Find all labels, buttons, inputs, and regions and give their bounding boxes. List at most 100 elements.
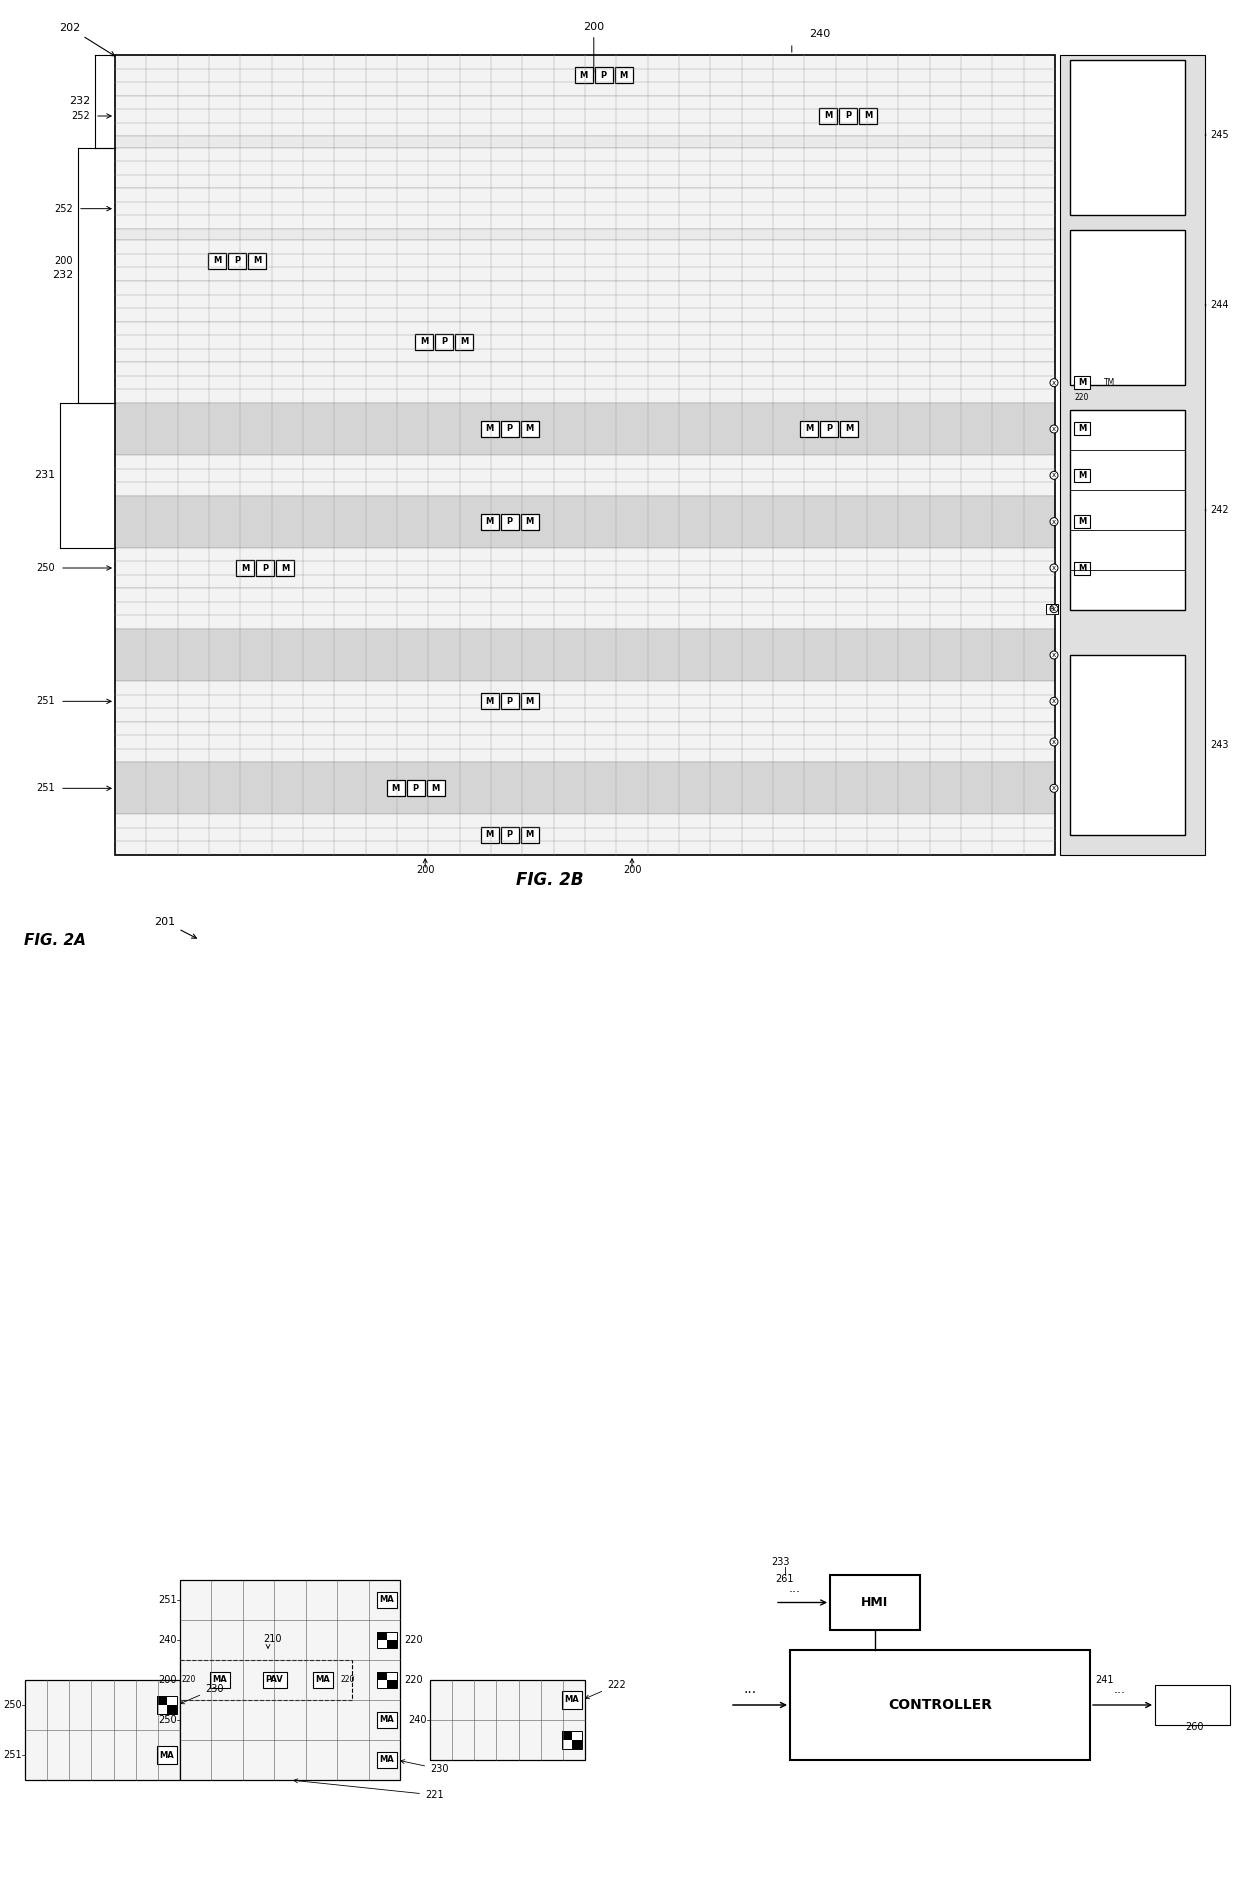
Circle shape — [1050, 651, 1058, 658]
Text: 251: 251 — [159, 1595, 177, 1604]
Bar — [427, 780, 445, 795]
Bar — [115, 403, 1055, 455]
Text: M: M — [486, 424, 494, 434]
Circle shape — [1050, 784, 1058, 792]
Bar — [481, 826, 498, 843]
Text: 252: 252 — [55, 204, 73, 213]
Bar — [115, 814, 1055, 854]
Text: M: M — [825, 112, 832, 120]
Bar — [1074, 377, 1090, 388]
Bar — [572, 1739, 582, 1749]
Bar — [407, 780, 425, 795]
Text: 252: 252 — [71, 110, 91, 122]
Text: 240: 240 — [408, 1715, 427, 1724]
Text: 261: 261 — [775, 1574, 794, 1585]
Text: R: R — [1049, 605, 1054, 611]
Bar — [115, 322, 1055, 362]
Circle shape — [1050, 605, 1058, 613]
Text: P: P — [507, 518, 513, 525]
Text: x: x — [1052, 786, 1056, 792]
Bar — [1070, 61, 1185, 215]
Bar — [521, 514, 539, 529]
Bar — [115, 721, 1055, 763]
Bar — [1154, 1684, 1230, 1724]
Bar — [115, 495, 1055, 548]
Text: P: P — [413, 784, 419, 794]
Bar — [521, 421, 539, 438]
Bar — [430, 1680, 585, 1760]
Bar — [595, 67, 613, 84]
Bar — [501, 693, 518, 710]
Bar — [115, 548, 1055, 588]
Bar — [1047, 603, 1058, 613]
Bar — [800, 421, 818, 438]
Text: M: M — [1078, 518, 1086, 525]
Bar — [115, 55, 1055, 854]
Bar — [839, 108, 857, 124]
Text: MA: MA — [379, 1595, 394, 1604]
Text: 200: 200 — [159, 1675, 177, 1684]
Text: P: P — [507, 830, 513, 839]
Bar — [387, 1640, 397, 1648]
Text: 220: 220 — [340, 1675, 355, 1684]
Text: M: M — [526, 696, 534, 706]
Bar — [790, 1650, 1090, 1760]
Text: 202: 202 — [60, 23, 114, 55]
Bar — [501, 514, 518, 529]
Bar — [1070, 230, 1185, 384]
Bar — [1074, 561, 1090, 575]
Text: 231: 231 — [33, 470, 55, 480]
Bar — [115, 362, 1055, 403]
Text: M: M — [420, 337, 428, 346]
Text: 241: 241 — [1096, 1675, 1115, 1684]
Bar — [115, 148, 1055, 188]
Text: x: x — [1052, 565, 1056, 571]
Bar — [455, 335, 472, 350]
Text: x: x — [1052, 605, 1056, 611]
Bar — [180, 1579, 401, 1779]
Text: 210: 210 — [263, 1635, 281, 1644]
Text: 220: 220 — [404, 1675, 423, 1684]
Bar — [115, 588, 1055, 630]
Bar — [1060, 55, 1205, 854]
Text: M: M — [281, 563, 289, 573]
Bar — [377, 1713, 397, 1728]
Circle shape — [1050, 472, 1058, 480]
Text: x: x — [1052, 520, 1056, 525]
Text: TM: TM — [1105, 379, 1116, 386]
Text: 251: 251 — [36, 696, 55, 706]
Bar — [562, 1732, 572, 1739]
Text: 250: 250 — [4, 1699, 22, 1711]
Text: x: x — [1052, 381, 1056, 386]
Text: 250: 250 — [159, 1715, 177, 1724]
Text: M: M — [846, 424, 853, 434]
Bar — [841, 421, 858, 438]
Bar — [257, 559, 274, 577]
Text: ...: ... — [1114, 1682, 1126, 1696]
Text: M: M — [526, 424, 534, 434]
Bar — [615, 67, 632, 84]
Text: 251: 251 — [36, 784, 55, 794]
Text: P: P — [600, 70, 606, 80]
Bar — [263, 1673, 286, 1688]
Bar — [1074, 422, 1090, 436]
Text: 240: 240 — [159, 1635, 177, 1644]
Bar — [180, 1579, 401, 1779]
Bar — [377, 1673, 397, 1688]
Bar — [115, 228, 1055, 240]
Bar — [377, 1593, 397, 1608]
Text: M: M — [432, 784, 440, 794]
Circle shape — [1050, 738, 1058, 746]
Bar — [430, 1680, 585, 1760]
Text: 220: 220 — [1075, 394, 1089, 403]
Text: x: x — [1052, 738, 1056, 744]
Circle shape — [1050, 379, 1058, 386]
Text: 220: 220 — [404, 1635, 423, 1644]
Text: MA: MA — [160, 1751, 175, 1760]
Text: CONTROLLER: CONTROLLER — [888, 1697, 992, 1713]
Circle shape — [1050, 424, 1058, 434]
Bar — [562, 1732, 582, 1749]
Text: x: x — [1052, 426, 1056, 432]
Text: P: P — [441, 337, 448, 346]
Text: 232: 232 — [52, 270, 73, 280]
